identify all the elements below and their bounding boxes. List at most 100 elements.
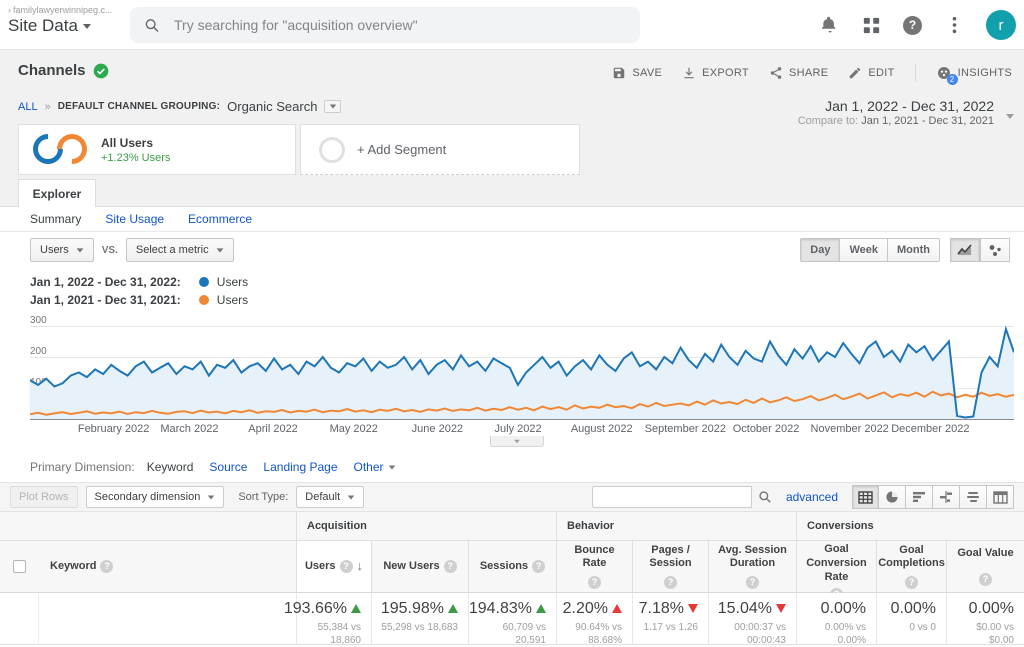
view-pivot-button[interactable]: [987, 485, 1014, 509]
subtab-summary[interactable]: Summary: [30, 212, 81, 226]
line-chart-button[interactable]: [950, 238, 980, 262]
trend-icon: [776, 604, 786, 613]
dimension-source[interactable]: Source: [209, 460, 247, 474]
metric-cell-pages-session: 7.18%1.17 vs 1.26: [632, 593, 708, 645]
table-search-button[interactable]: [752, 486, 778, 508]
account-switcher[interactable]: ›familylawyerwinnipeg.c... Site Data: [8, 5, 113, 36]
column-header-keyword[interactable]: Keyword: [38, 541, 296, 593]
table-search-input[interactable]: [592, 486, 752, 508]
x-label: December 2022: [885, 423, 975, 435]
global-search[interactable]: [130, 7, 640, 43]
metric-change-pct: 0.00%: [821, 600, 866, 618]
chevron-down-icon: [514, 439, 520, 443]
search-input[interactable]: [172, 16, 626, 34]
pencil-icon: [848, 66, 862, 80]
help-bubble-icon[interactable]: [746, 576, 759, 589]
group-behavior: Behavior: [556, 512, 796, 541]
search-icon: [144, 17, 160, 34]
column-header-bounce-rate[interactable]: Bounce Rate: [556, 541, 632, 593]
view-term-cloud-button[interactable]: [960, 485, 987, 509]
add-segment-label: + Add Segment: [357, 142, 446, 157]
metric-compare-values: $0.00 vs $0.00: [949, 621, 1014, 647]
help-icon[interactable]: ?: [903, 16, 922, 35]
table-toolbar: Plot Rows Secondary dimension Sort Type:…: [0, 482, 1024, 512]
secondary-dimension-dropdown[interactable]: Secondary dimension: [86, 486, 225, 508]
date-range-caret[interactable]: [1006, 106, 1014, 124]
timeseries-chart[interactable]: [30, 326, 1014, 420]
add-segment-button[interactable]: + Add Segment: [300, 124, 580, 175]
metric-compare-values: 60,709 vs 20,591: [471, 621, 546, 647]
select-all-checkbox[interactable]: [13, 560, 26, 573]
verified-shield-icon: [93, 63, 109, 79]
help-bubble-icon[interactable]: [340, 560, 353, 573]
metric-compare-values: 55,298 vs 18,683: [374, 621, 458, 634]
more-vertical-icon[interactable]: [944, 15, 964, 35]
channel-grouping-dropdown[interactable]: [324, 100, 341, 113]
segment-delta: +1.23% Users: [101, 152, 170, 164]
subtab-ecommerce[interactable]: Ecommerce: [188, 212, 252, 226]
help-bubble-icon[interactable]: [905, 576, 918, 589]
top-bar: ›familylawyerwinnipeg.c... Site Data ? r: [0, 0, 1024, 50]
dimension-keyword[interactable]: Keyword: [147, 460, 194, 474]
chart-type-toggle: [950, 238, 1010, 262]
view-data-table-button[interactable]: [852, 485, 879, 509]
column-header-avg-session-duration[interactable]: Avg. Session Duration: [708, 541, 796, 593]
save-button[interactable]: SAVE: [612, 66, 662, 80]
help-bubble-icon[interactable]: [532, 560, 545, 573]
trend-icon: [351, 604, 361, 613]
path-all-link[interactable]: ALL: [18, 101, 38, 113]
help-bubble-icon[interactable]: [588, 576, 601, 589]
x-label: July 2022: [473, 423, 563, 435]
sort-type-dropdown[interactable]: Default: [296, 486, 364, 508]
apps-grid-icon[interactable]: [861, 15, 881, 35]
tab-explorer[interactable]: Explorer: [18, 179, 96, 207]
motion-chart-icon: [988, 244, 1002, 257]
column-header-goal-conversion-rate[interactable]: Goal Conversion Rate: [796, 541, 876, 593]
group-acquisition: Acquisition: [296, 512, 556, 541]
sort-type-label: Sort Type:: [238, 491, 288, 503]
export-button[interactable]: EXPORT: [682, 66, 749, 80]
view-performance-button[interactable]: [906, 485, 933, 509]
view-comparison-button[interactable]: [933, 485, 960, 509]
column-header-sessions[interactable]: Sessions: [468, 541, 556, 593]
granularity-week[interactable]: Week: [840, 238, 888, 262]
insights-button[interactable]: 2 INSIGHTS: [936, 65, 1012, 81]
advanced-filter-link[interactable]: advanced: [786, 490, 838, 504]
plot-rows-button[interactable]: Plot Rows: [10, 486, 78, 508]
notifications-bell-icon[interactable]: [819, 15, 839, 35]
motion-chart-button[interactable]: [980, 238, 1010, 262]
keyword-table: Acquisition Behavior Conversions Keyword…: [0, 512, 1024, 645]
subtab-site-usage[interactable]: Site Usage: [105, 212, 164, 226]
help-bubble-icon[interactable]: [100, 560, 113, 573]
column-header-pages-session[interactable]: Pages / Session: [632, 541, 708, 593]
granularity-month[interactable]: Month: [888, 238, 940, 262]
chart-collapse-handle[interactable]: [490, 436, 544, 447]
metric-selector-secondary[interactable]: Select a metric: [126, 238, 234, 262]
edit-button[interactable]: EDIT: [848, 66, 894, 80]
column-header-goal-value[interactable]: Goal Value: [946, 541, 1024, 593]
metric-selector-primary[interactable]: Users: [30, 238, 94, 262]
segment-all-users[interactable]: All Users +1.23% Users: [18, 124, 296, 175]
compare-label: Compare to:: [798, 115, 859, 127]
date-range-picker[interactable]: Jan 1, 2022 - Dec 31, 2022 Compare to: J…: [798, 98, 994, 127]
help-bubble-icon[interactable]: [664, 576, 677, 589]
help-bubble-icon[interactable]: [979, 573, 992, 586]
view-percentage-button[interactable]: [879, 485, 906, 509]
column-header-goal-completions[interactable]: Goal Completions: [876, 541, 946, 593]
metric-cell-bounce-rate: 2.20%90.64% vs 88.68%: [556, 593, 632, 645]
save-icon: [612, 66, 626, 80]
avatar[interactable]: r: [986, 10, 1016, 40]
bar-list-icon: [912, 491, 926, 503]
x-label: August 2022: [557, 423, 647, 435]
dimension-landing-page[interactable]: Landing Page: [263, 460, 337, 474]
granularity-day[interactable]: Day: [800, 238, 840, 262]
sort-descending-icon: [357, 558, 364, 574]
chevron-down-icon: [330, 105, 336, 109]
metric-compare-values: 0 vs 0: [879, 621, 936, 634]
dimension-other[interactable]: Other: [354, 460, 396, 474]
help-bubble-icon[interactable]: [444, 560, 457, 573]
column-header-new-users[interactable]: New Users: [371, 541, 468, 593]
share-button[interactable]: SHARE: [769, 66, 828, 80]
column-header-users[interactable]: Users: [296, 541, 371, 593]
metric-compare-values: 55,384 vs 18,860: [299, 621, 361, 647]
